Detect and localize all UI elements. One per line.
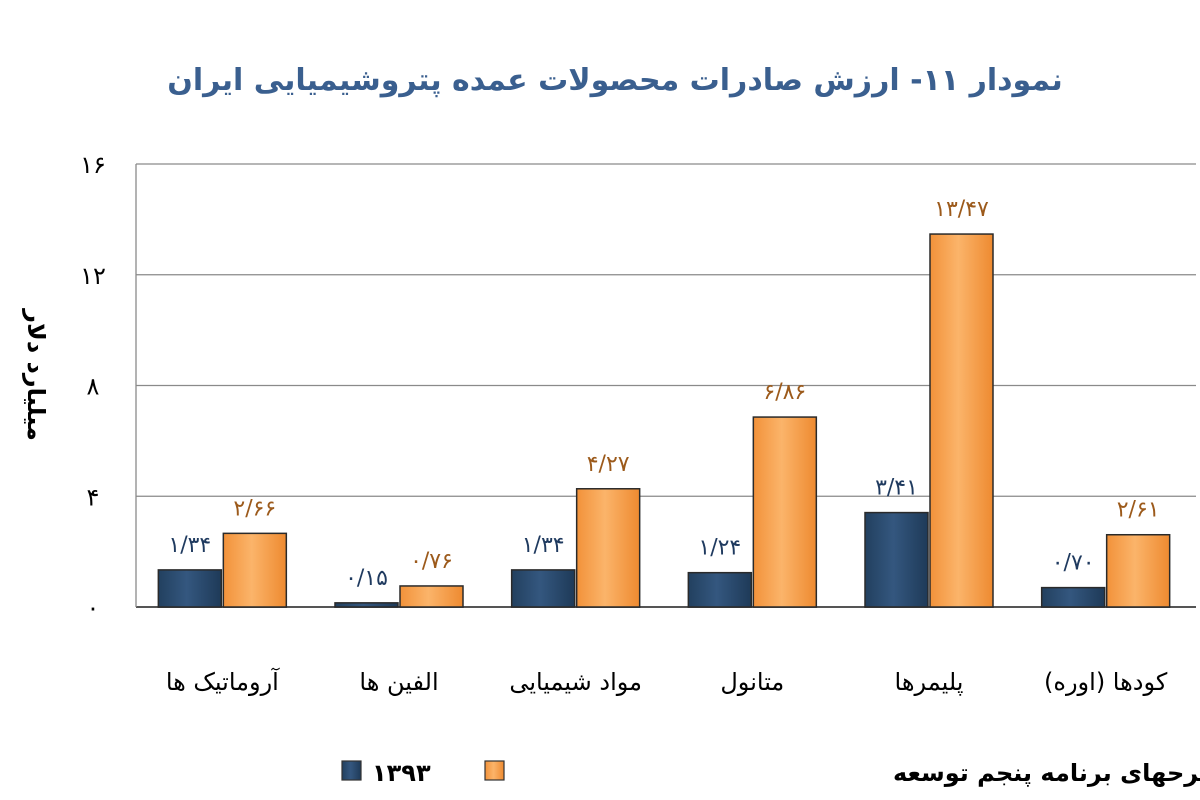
bar-series-2: [399, 585, 464, 608]
category-label: الفین ها: [359, 668, 438, 696]
data-label-series-1: ۱/۳۴: [522, 533, 565, 558]
data-label-series-1: ۰/۷۰: [1052, 551, 1095, 576]
bar-series-1: [864, 511, 929, 608]
data-label-series-1: ۰/۱۵: [345, 566, 388, 591]
gridlines: [135, 163, 1196, 608]
y-tick-label: ۱۲: [80, 262, 106, 290]
y-tick-label: ۴: [87, 483, 100, 511]
data-label-series-1: ۱/۲۴: [698, 536, 741, 561]
legend-label-series-1: ۱۳۹۳: [372, 759, 431, 787]
legend-swatch-series-2: [484, 760, 505, 781]
bar-series-1: [687, 571, 753, 608]
category-label: کودها (اوره): [1044, 668, 1168, 696]
category-label: پلیمرها: [895, 668, 964, 696]
legend-label-series-2: اتمام طرحهای برنامه پنجم توسعه: [893, 759, 1200, 787]
bar-series-2: [1105, 533, 1171, 608]
bar-series-1: [157, 569, 223, 608]
legend-entry-series-1: ۱۳۹۳: [341, 759, 431, 787]
category-label: متانول: [720, 668, 784, 696]
category-label: آروماتیک ها: [166, 667, 280, 696]
data-label-series-2: ۰/۷۶: [410, 549, 453, 574]
y-tick-labels: ۰ ۴ ۸ ۱۲ ۱۶: [80, 151, 106, 622]
data-label-series-2: ۲/۶۶: [233, 496, 276, 521]
y-axis-label: میلیارد دلار: [22, 308, 50, 441]
data-label-series-1: ۳/۴۱: [875, 476, 918, 501]
bars: [157, 233, 1171, 608]
y-tick-label: ۰: [87, 594, 100, 622]
chart-title: نمودار ۱۱- ارزش صادرات محصولات عمده پترو…: [167, 63, 1063, 98]
bar-series-1: [1040, 586, 1106, 608]
legend: اتمام طرحهای برنامه پنجم توسعه ۱۳۹۳: [341, 759, 1200, 787]
legend-swatch-series-1: [341, 760, 362, 781]
data-label-series-2: ۴/۲۷: [587, 452, 630, 477]
data-label-series-2: ۱۳/۴۷: [934, 197, 989, 222]
data-labels: ۱/۳۴ ۲/۶۶ ۰/۱۵ ۰/۷۶ ۱/۳۴ ۴/۲۷ ۱/۲۴ ۶/۸۶ ۳/۴۱ ۱۳/۴…: [168, 197, 1159, 591]
bar-series-1: [334, 602, 399, 608]
bar-series-2: [222, 532, 288, 608]
y-tick-label: ۱۶: [80, 151, 106, 179]
bar-series-1: [510, 569, 576, 608]
y-tick-label: ۸: [87, 373, 100, 401]
data-label-series-2: ۲/۶۱: [1117, 498, 1160, 523]
bar-series-2: [752, 416, 818, 608]
legend-entry-series-2: اتمام طرحهای برنامه پنجم توسعه: [484, 759, 1200, 787]
bar-series-2: [575, 488, 641, 608]
category-labels: آروماتیک ها الفین ها مواد شیمیایی متانول پلی…: [166, 667, 1168, 696]
bar-series-2: [929, 233, 994, 608]
data-label-series-1: ۱/۳۴: [168, 533, 211, 558]
category-label: مواد شیمیایی: [509, 668, 642, 696]
data-label-series-2: ۶/۸۶: [763, 380, 806, 405]
